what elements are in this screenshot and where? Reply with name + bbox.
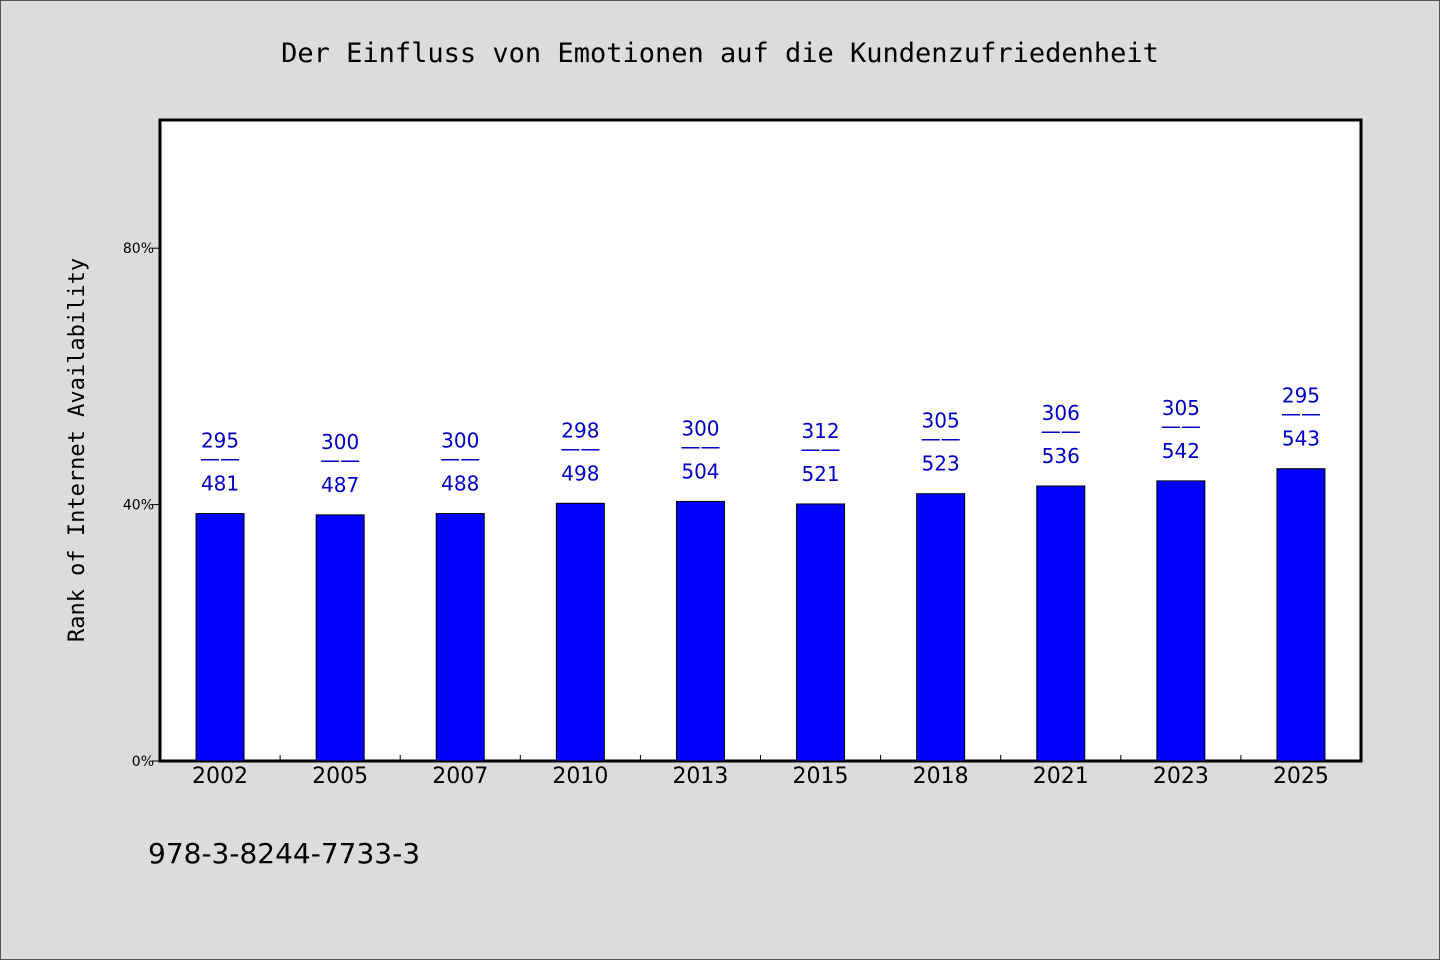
y-tick-label: 0% xyxy=(132,754,154,770)
isbn-footer: 978-3-8244-7733-3 xyxy=(148,837,420,870)
bar-label-separator: —— xyxy=(1281,402,1321,426)
bar-label-top: 295 xyxy=(1282,384,1320,408)
x-tick-label: 2025 xyxy=(1273,764,1329,789)
bar-label-bottom: 487 xyxy=(321,473,359,497)
bar-label-separator: —— xyxy=(200,447,240,471)
bar-label-top: 300 xyxy=(321,430,359,454)
bar-label-top: 306 xyxy=(1042,401,1080,425)
y-tick-label: 40% xyxy=(123,498,154,514)
bar-label-bottom: 488 xyxy=(441,472,479,496)
y-axis-label: Rank of Internet Availability xyxy=(65,258,90,642)
bar-label-top: 305 xyxy=(1162,396,1200,420)
bar-label-bottom: 523 xyxy=(922,452,960,476)
bar-label-separator: —— xyxy=(1041,419,1081,443)
bar-2013 xyxy=(675,500,725,762)
x-axis-ticks: 2002 2005 2007 2010 2013 2015 2018 2021 2023 2025 xyxy=(192,755,1329,789)
bar-label-separator: —— xyxy=(1161,414,1201,438)
bar-label-top: 298 xyxy=(561,418,599,442)
bar-label-separator: —— xyxy=(440,447,480,471)
bar-label-top: 295 xyxy=(201,429,239,453)
bar-2010 xyxy=(555,502,605,762)
bar-label-bottom: 498 xyxy=(561,461,599,485)
bar-label-bottom: 504 xyxy=(681,459,719,483)
bar-label-top: 312 xyxy=(801,419,839,443)
chart-title: Der Einfluss von Emotionen auf die Kunde… xyxy=(281,38,1159,69)
y-tick-label: 80% xyxy=(123,241,154,257)
bar-2002 xyxy=(195,513,245,762)
x-tick-label: 2015 xyxy=(793,764,849,789)
bar-label-bottom: 481 xyxy=(201,472,239,496)
x-tick-label: 2007 xyxy=(432,764,488,789)
bar-label-top: 305 xyxy=(922,409,960,433)
bars-group xyxy=(195,468,1326,762)
bar-2023 xyxy=(1156,480,1206,762)
bar-label-separator: —— xyxy=(921,427,961,451)
bar-label-top: 300 xyxy=(681,416,719,440)
y-axis-ticks: 0% 40% 80% xyxy=(123,241,160,770)
bar-2007 xyxy=(435,513,485,762)
bar-label-separator: —— xyxy=(560,436,600,460)
x-tick-label: 2005 xyxy=(312,764,368,789)
x-tick-label: 2023 xyxy=(1153,764,1209,789)
x-tick-label: 2018 xyxy=(913,764,969,789)
bar-2015 xyxy=(796,503,846,762)
bar-2025 xyxy=(1276,468,1326,762)
bar-label-separator: —— xyxy=(680,434,720,458)
bar-2021 xyxy=(1036,485,1086,762)
bar-2005 xyxy=(315,514,365,762)
bar-label-separator: —— xyxy=(801,437,841,461)
x-tick-label: 2021 xyxy=(1033,764,1089,789)
bar-label-separator: —— xyxy=(320,448,360,472)
bar-2018 xyxy=(916,493,966,762)
x-tick-label: 2013 xyxy=(672,764,728,789)
bar-labels-group: 295——481300——487300——488298——498300——504… xyxy=(200,384,1321,497)
bar-label-bottom: 542 xyxy=(1162,439,1200,463)
bar-label-bottom: 543 xyxy=(1282,427,1320,451)
x-tick-label: 2002 xyxy=(192,764,248,789)
x-tick-label: 2010 xyxy=(552,764,608,789)
bar-label-bottom: 536 xyxy=(1042,444,1080,468)
bar-label-bottom: 521 xyxy=(801,462,839,486)
bar-label-top: 300 xyxy=(441,429,479,453)
